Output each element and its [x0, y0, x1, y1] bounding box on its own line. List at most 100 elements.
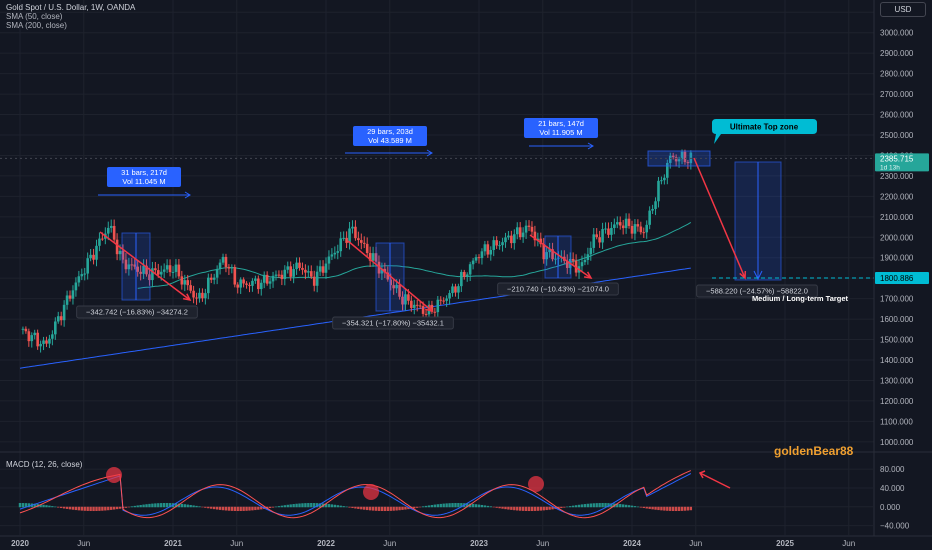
macd-hist-up: [621, 504, 625, 508]
candle-up: [666, 162, 669, 178]
candle-up: [251, 280, 254, 286]
macd-hist-up: [304, 503, 307, 508]
candle-up: [151, 268, 154, 281]
macd-hist-down: [348, 506, 351, 508]
candle-down: [209, 277, 213, 280]
time-tick-label: 2023: [470, 539, 488, 548]
macd-hist-up: [157, 503, 160, 508]
macd-hist-down: [407, 506, 410, 510]
macd-hist-up: [186, 504, 189, 508]
time-tick-label: 2021: [164, 539, 182, 548]
candle-up: [395, 284, 398, 289]
macd-hist-down: [530, 506, 534, 512]
candle-up: [77, 276, 81, 283]
price-tick-label: 1000.000: [880, 438, 914, 447]
macd-hist-up: [457, 503, 460, 508]
candle-down: [360, 240, 363, 243]
candle-down: [245, 283, 248, 285]
range2-drop: −354.321 (−17.80%) −35432.1: [342, 319, 444, 328]
candle-down: [177, 264, 181, 277]
currency-selector[interactable]: USD: [880, 2, 926, 17]
candle-down: [139, 271, 142, 274]
macd-hist-up: [24, 503, 28, 508]
price-tick-label: 2800.000: [880, 70, 914, 79]
macd-hist-up: [313, 503, 316, 508]
macd-hist-down: [545, 506, 548, 511]
macd-hist-up: [442, 503, 445, 508]
macd-hist-up: [574, 505, 578, 508]
countdown-text: 1d 13h: [880, 164, 900, 171]
price-tick-label: 2500.000: [880, 131, 914, 140]
macd-hist-down: [645, 506, 648, 509]
target-price-tag: [875, 271, 929, 284]
macd-hist-down: [398, 506, 401, 511]
macd-hist-down: [557, 506, 560, 509]
candle-down: [186, 280, 190, 286]
macd-hist-down: [218, 506, 222, 510]
candle-down: [636, 224, 640, 227]
macd-hist-up: [430, 504, 434, 508]
candle-down: [410, 300, 413, 308]
macd-hist-down: [257, 506, 260, 510]
candle-down: [486, 244, 490, 255]
macd-hist-down: [392, 506, 395, 511]
candle-up: [589, 247, 593, 255]
time-tick-label: Jun: [842, 539, 855, 548]
macd-hist-down: [127, 506, 131, 508]
macd-hist-up: [480, 504, 484, 508]
macd-hist-up: [289, 504, 292, 508]
macd-hist-up: [601, 503, 604, 508]
macd-hist-down: [518, 506, 522, 511]
macd-hist-up: [154, 503, 157, 508]
macd-hist-up: [339, 505, 342, 508]
macd-hist-up: [566, 506, 569, 508]
macd-hist-up: [168, 503, 172, 508]
candle-up: [545, 252, 548, 260]
price-tick-label: 2700.000: [880, 90, 914, 99]
candle-up: [492, 240, 496, 250]
macd-hist-down: [666, 506, 669, 511]
candle-up: [51, 334, 54, 339]
macd-hist-down: [418, 506, 422, 508]
macd-hist-up: [48, 505, 51, 508]
candle-up: [460, 271, 463, 287]
candle-up: [601, 229, 604, 243]
macd-hist-up: [489, 506, 492, 508]
candle-down: [401, 296, 404, 305]
macd-hist-down: [527, 506, 531, 512]
sma50-legend: SMA (50, close): [6, 12, 63, 21]
candle-down: [27, 331, 31, 342]
macd-hist-down: [389, 506, 392, 511]
macd-top-marker: [528, 476, 544, 492]
macd-hist-down: [542, 506, 545, 511]
candle-down: [539, 238, 543, 245]
candle-down: [24, 328, 28, 332]
candle-up: [254, 278, 257, 281]
macd-hist-up: [54, 506, 57, 508]
candle-up: [118, 250, 122, 255]
macd-hist-down: [260, 506, 263, 510]
candle-down: [527, 225, 531, 227]
macd-tick-label: 0.000: [880, 503, 901, 512]
candle-down: [321, 266, 325, 273]
target-price-text: 1800.886: [880, 274, 914, 283]
candle-up: [106, 227, 110, 234]
candle-down: [674, 157, 678, 162]
candle-up: [127, 264, 131, 270]
macd-hist-up: [486, 505, 490, 508]
macd-hist-up: [133, 505, 136, 508]
macd-hist-down: [65, 506, 69, 509]
candle-up: [274, 274, 278, 276]
candle-down: [101, 238, 104, 240]
candle-down: [121, 250, 125, 260]
range2-label-bars: 29 bars, 203d: [367, 127, 413, 136]
macd-hist-down: [236, 506, 239, 512]
macd-hist-down: [98, 506, 101, 511]
macd-hist-down: [686, 506, 690, 511]
projection-decline-arrow-head: [739, 270, 747, 280]
signal-line: [19, 470, 691, 519]
candle-down: [439, 299, 443, 301]
macd-hist-up: [145, 504, 148, 508]
macd-hist-up: [162, 503, 166, 508]
